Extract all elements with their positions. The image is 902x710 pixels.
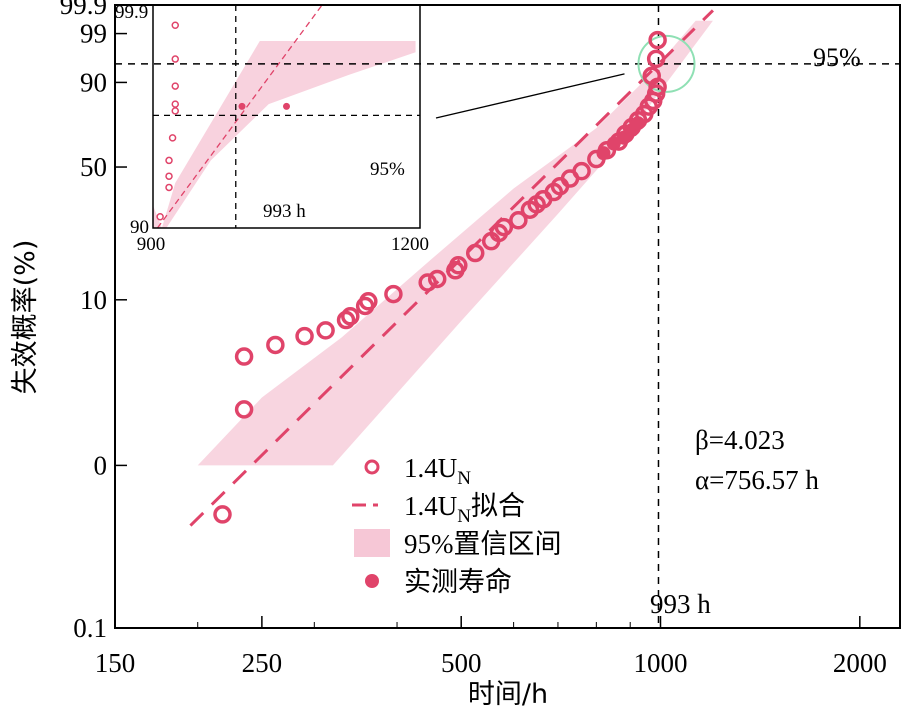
data-point-open: [427, 269, 447, 289]
inset-data-point-open: [171, 55, 179, 63]
y-tick-label: 50: [80, 152, 107, 182]
reference-lines: [115, 5, 900, 628]
inset-data-point-open: [168, 134, 177, 142]
y-tick-label: 0: [94, 450, 108, 480]
y-tick-label: 90: [80, 67, 107, 97]
data-point-filled: [631, 116, 646, 131]
inset-plot: 900 1200 90 99.9 993 h 95%: [115, 2, 429, 255]
plot-frame: [114, 4, 901, 629]
legend-symbol-circle: [364, 459, 380, 475]
highlight-circle: [637, 34, 696, 93]
inset-y-tick-label: 99.9: [115, 2, 148, 23]
inset-fit-line: [156, 4, 323, 229]
legend-symbol-dot: [365, 574, 379, 588]
data-point-open: [572, 161, 591, 181]
inset-data-point-open: [171, 107, 179, 115]
param-beta: β=4.023: [695, 425, 785, 455]
data-point-open: [465, 243, 485, 263]
data-point-open: [213, 505, 232, 524]
data-point-open: [648, 30, 667, 50]
data-point-open: [494, 217, 514, 237]
data-point-open: [234, 347, 254, 366]
data-point-open: [234, 400, 254, 419]
inset-x-tick-label: 900: [137, 234, 166, 255]
confidence-band-layer: [197, 20, 713, 466]
ref-y-label: 95%: [813, 43, 861, 72]
x-tick-label: 500: [441, 648, 482, 678]
legend-label: 1.4UN: [404, 453, 471, 489]
inset-data-point-open: [171, 100, 179, 108]
data-point-open: [384, 284, 403, 304]
inset-data-point-open: [171, 82, 179, 90]
legend-label: 1.4UN拟合: [404, 491, 525, 527]
inset-data-point-open: [165, 172, 173, 180]
param-alpha: α=756.57 h: [695, 465, 819, 495]
data-point-open: [509, 211, 528, 230]
inset-data-point-open: [165, 183, 173, 192]
inset-data-point-open: [156, 212, 164, 221]
y-tick-label: 10: [80, 285, 107, 315]
legend-symbol-band: [354, 529, 390, 557]
y-tick-label: 0.1: [73, 613, 107, 643]
data-point-open: [341, 307, 360, 326]
x-tick-label: 150: [95, 648, 136, 678]
data-point-filled: [596, 146, 611, 161]
data-point-open: [295, 326, 314, 346]
inset-data-point-open: [171, 21, 179, 30]
x-axis-label: 时间/h: [468, 679, 548, 710]
x-tick-label: 1000: [634, 648, 688, 678]
data-point-open: [336, 310, 356, 330]
inset-data-point-filled: [283, 102, 290, 110]
legend-label: 95%置信区间: [404, 529, 562, 559]
data-point-open: [646, 49, 666, 69]
annotations: 95% 993 h β=4.023 α=756.57 h: [650, 43, 861, 619]
axes: 150 250 500 1000 20000.101050909999.9时间/h失效概…: [10, 0, 901, 710]
inset-ref-x-label: 993 h: [263, 201, 306, 222]
inset-confidence-band: [153, 41, 416, 228]
data-points-layer: [213, 30, 667, 524]
confidence-band: [197, 20, 713, 466]
inset-data-point-open: [165, 156, 173, 165]
y-axis-label: 失效概率(%): [10, 240, 41, 395]
data-point-open: [316, 321, 335, 340]
legend-label: 实测寿命: [404, 567, 512, 597]
data-point-open: [418, 273, 437, 292]
inset-background: [153, 5, 420, 228]
ref-x-label: 993 h: [650, 589, 711, 619]
data-point-open: [642, 66, 661, 86]
y-tick-label: 99: [80, 19, 107, 49]
inset-ref-y-label: 95%: [370, 159, 405, 180]
x-tick-label: 2000: [833, 648, 887, 678]
inset-data-point-filled: [238, 102, 246, 110]
inset-x-tick-label: 1200: [391, 234, 429, 255]
data-point-open: [359, 292, 378, 311]
y-tick-label: 99.9: [60, 0, 107, 20]
data-point-open: [449, 256, 468, 275]
inset-y-tick-label: 90: [130, 217, 149, 238]
callout-line: [435, 73, 625, 119]
x-tick-label: 250: [242, 648, 283, 678]
data-point-open: [266, 335, 285, 355]
